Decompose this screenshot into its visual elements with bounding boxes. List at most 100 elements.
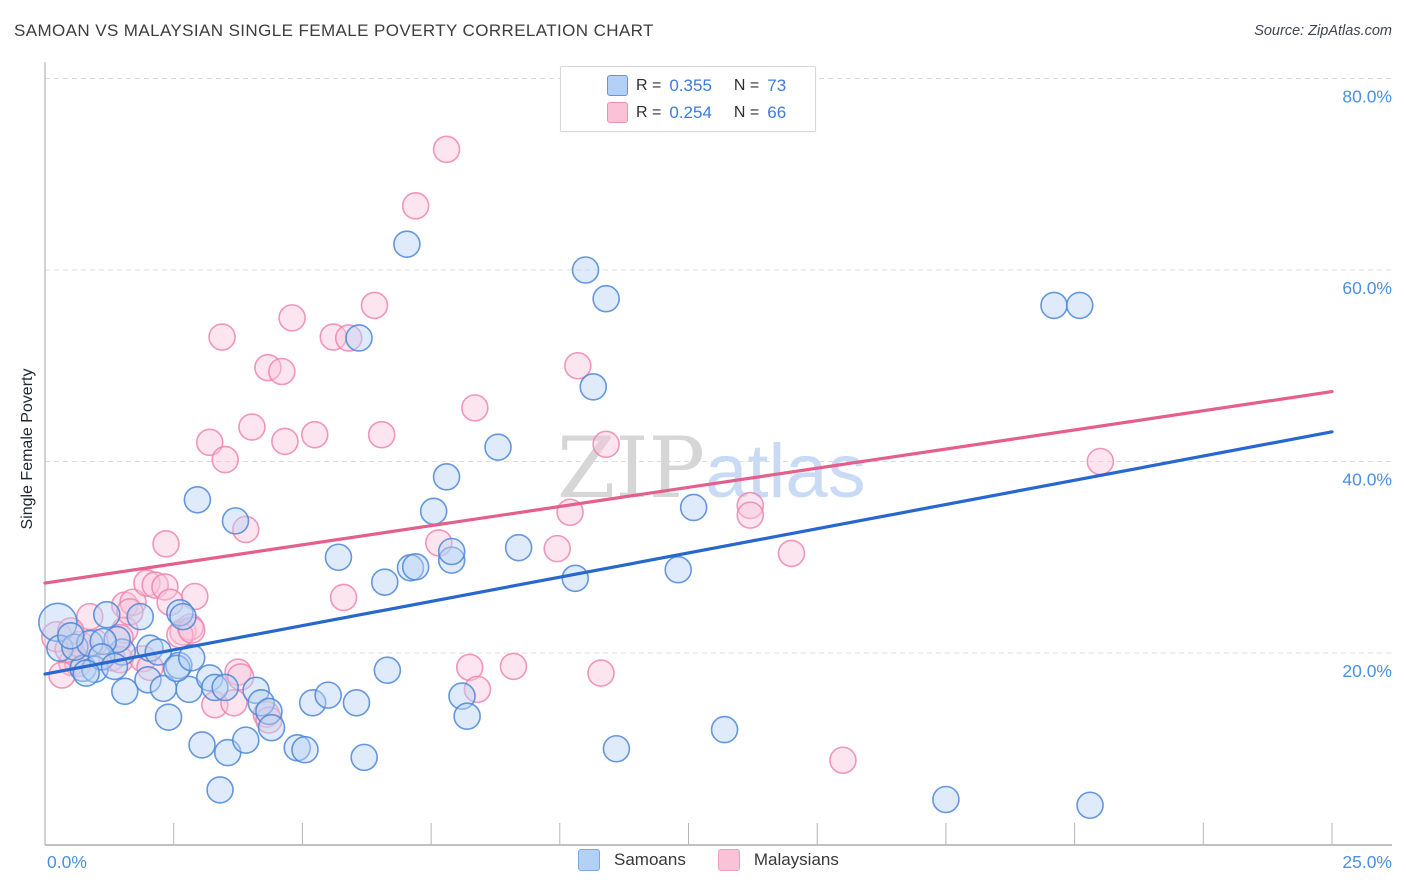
y-tick-label: 80.0% [1342, 87, 1392, 107]
scatter-point-samoans [298, 688, 327, 717]
scatter-point-samoans [710, 715, 739, 744]
scatter-point-malaysians [592, 430, 620, 459]
malaysians-series-label: Malaysians [753, 850, 839, 869]
n-value-malaysians: 66 [767, 102, 787, 122]
scatter-point-samoans [126, 602, 155, 631]
scatter-point-samoans [89, 627, 117, 656]
scatter-point-samoans [664, 555, 693, 584]
r-value-malaysians: 0.254 [669, 102, 712, 122]
scatter-point-samoans [56, 621, 85, 650]
scatter-point-samoans [100, 652, 129, 681]
scatter-point-samoans [342, 688, 371, 717]
scatter-point-samoans [291, 735, 319, 764]
scatter-point-samoans [247, 688, 276, 717]
scatter-point-malaysians [360, 291, 389, 320]
scatter-point-samoans [162, 654, 191, 683]
scatter-point-samoans [437, 537, 466, 566]
scatter-point-samoans [432, 463, 461, 491]
scatter-point-samoans [314, 681, 342, 709]
scatter-point-samoans [579, 373, 608, 401]
trendline-malaysians [43, 390, 1334, 585]
scatter-point-samoans [1040, 291, 1068, 320]
scatter-point-samoans [166, 598, 194, 627]
series-legend: Samoans Malaysians [578, 849, 857, 871]
scatter-point-malaysians [564, 351, 592, 380]
scatter-point-samoans [324, 543, 353, 572]
scatter-point-samoans [401, 553, 430, 581]
scatter-point-samoans [370, 568, 399, 596]
malaysians-swatch [607, 102, 628, 123]
scatter-point-malaysians [455, 653, 484, 682]
scatter-point-samoans [419, 497, 448, 526]
scatter-point-samoans [134, 666, 162, 694]
scatter-point-samoans [183, 485, 212, 514]
samoans-series-label: Samoans [614, 850, 686, 869]
scatter-point-malaysians [151, 573, 179, 601]
scatter-point-malaysians [278, 304, 306, 332]
scatter-point-samoans [932, 785, 960, 814]
scatter-point-samoans [103, 625, 131, 654]
x-max-label: 25.0% [1342, 852, 1392, 872]
scatter-point-samoans [177, 643, 206, 672]
scatter-point-malaysians [499, 652, 528, 681]
scatter-point-samoans [602, 734, 631, 763]
scatter-point-samoans [1076, 791, 1104, 820]
malaysians-series-swatch [717, 849, 740, 871]
scatter-point-malaysians [195, 428, 224, 457]
scatter-point-samoans [154, 703, 183, 731]
scatter-point-malaysians [268, 357, 296, 386]
scatter-point-samoans [484, 433, 512, 461]
source-attribution: Source: ZipAtlas.com [1254, 23, 1392, 39]
scatter-point-malaysians [829, 746, 857, 775]
n-value-samoans: 73 [767, 75, 787, 95]
scatter-point-malaysians [463, 675, 492, 704]
scatter-point-samoans [345, 324, 373, 352]
y-tick-label: 60.0% [1342, 278, 1392, 298]
scatter-point-malaysians [329, 583, 358, 612]
scatter-point-malaysians [736, 501, 765, 529]
scatter-point-malaysians [334, 324, 363, 352]
scatter-point-malaysians [300, 420, 329, 449]
scatter-point-malaysians [777, 539, 806, 568]
scatter-point-samoans [169, 602, 197, 631]
scatter-point-malaysians [220, 688, 248, 717]
scatter-point-malaysians [208, 323, 236, 351]
chart-title: SAMOAN VS MALAYSIAN SINGLE FEMALE POVERT… [14, 21, 654, 40]
correlation-legend: R = 0.355 N = 73 R = 0.254 N = 66 [560, 66, 816, 132]
legend-row-malaysians: R = 0.254 N = 66 [561, 102, 815, 123]
scatter-point-samoans [504, 533, 533, 562]
legend-row-samoans: R = 0.355 N = 73 [561, 75, 815, 96]
x-min-label: 0.0% [47, 852, 87, 872]
trendline-samoans [43, 430, 1334, 676]
scatter-point-malaysians [367, 420, 396, 449]
scatter-point-malaysians [1086, 447, 1115, 476]
scatter-point-samoans [38, 602, 78, 643]
r-value-samoans: 0.355 [669, 75, 712, 95]
scatter-point-malaysians [133, 569, 161, 597]
scatter-point-samoans [453, 702, 481, 730]
y-tick-label: 20.0% [1342, 661, 1392, 681]
y-axis-title: Single Female Poverty [19, 368, 36, 530]
scatter-point-malaysians [432, 135, 461, 164]
series-samoans [38, 230, 1104, 820]
scatter-point-samoans [231, 726, 260, 754]
y-tick-label: 40.0% [1342, 470, 1392, 490]
scatter-point-samoans [257, 713, 286, 742]
scatter-point-malaysians [152, 530, 180, 558]
scatter-point-malaysians [543, 534, 572, 563]
scatter-point-malaysians [587, 659, 615, 687]
scatter-point-samoans [561, 564, 590, 593]
scatter-point-samoans [393, 230, 421, 258]
scatter-point-malaysians [271, 427, 299, 456]
scatter-point-samoans [350, 743, 378, 772]
scatter-point-malaysians [461, 394, 489, 422]
scatter-point-samoans [1065, 291, 1094, 320]
scatter-point-samoans [92, 600, 121, 629]
scatter-point-samoans [206, 776, 234, 804]
samoans-swatch [607, 75, 628, 96]
scatter-point-samoans [201, 673, 229, 702]
samoans-series-swatch [578, 849, 600, 871]
scatter-point-malaysians [211, 445, 239, 474]
scatter-point-samoans [437, 546, 466, 574]
